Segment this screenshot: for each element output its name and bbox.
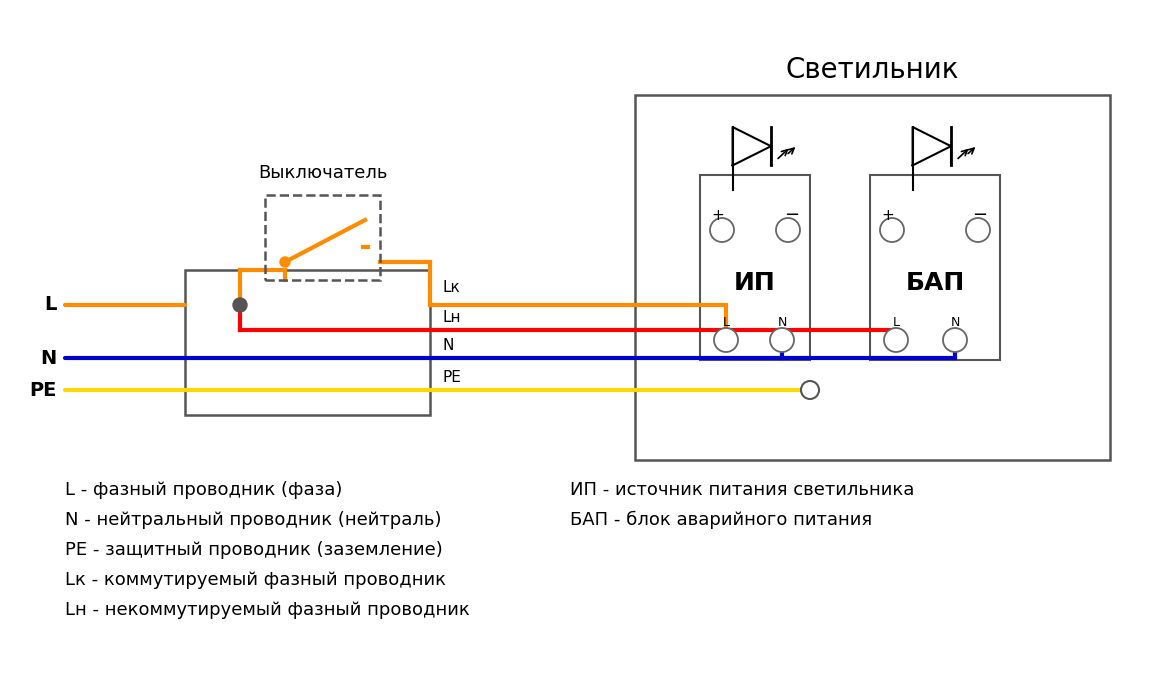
Text: −: − (785, 206, 800, 224)
Circle shape (771, 328, 794, 352)
Text: L: L (892, 315, 899, 328)
Text: БАП: БАП (905, 270, 965, 295)
Text: Lк: Lк (441, 280, 460, 295)
Text: N - нейтральный проводник (нейтраль): N - нейтральный проводник (нейтраль) (66, 511, 441, 529)
Text: L: L (723, 315, 730, 328)
Polygon shape (912, 127, 951, 166)
Text: N: N (951, 315, 960, 328)
Text: +: + (882, 208, 895, 222)
Text: PE: PE (29, 380, 57, 400)
Circle shape (776, 218, 800, 242)
Text: Светильник: Светильник (786, 56, 959, 84)
Text: Lн - некоммутируемый фазный проводник: Lн - некоммутируемый фазный проводник (66, 601, 470, 619)
Circle shape (714, 328, 738, 352)
Text: −: − (972, 206, 987, 224)
Text: ИП - источник питания светильника: ИП - источник питания светильника (570, 481, 915, 499)
Text: Lк - коммутируемый фазный проводник: Lк - коммутируемый фазный проводник (66, 571, 446, 589)
Bar (185, 270, 430, 415)
Text: PE: PE (441, 370, 461, 385)
Text: N: N (778, 315, 787, 328)
Text: PE - защитный проводник (заземление): PE - защитный проводник (заземление) (66, 541, 443, 559)
Text: БАП - блок аварийного питания: БАП - блок аварийного питания (570, 511, 872, 529)
Text: N: N (41, 348, 57, 368)
Circle shape (801, 381, 819, 399)
Bar (870, 175, 1000, 360)
Circle shape (710, 218, 734, 242)
Text: Выключатель: Выключатель (258, 164, 388, 182)
Text: N: N (441, 338, 453, 353)
Text: L: L (44, 295, 57, 315)
Polygon shape (733, 127, 771, 166)
Text: +: + (712, 208, 725, 222)
Circle shape (879, 218, 904, 242)
Circle shape (884, 328, 908, 352)
Circle shape (966, 218, 989, 242)
Circle shape (280, 257, 290, 267)
Circle shape (943, 328, 967, 352)
Bar (265, 195, 381, 280)
Text: ИП: ИП (734, 270, 776, 295)
Bar (700, 175, 810, 360)
Text: Lн: Lн (441, 310, 460, 325)
Text: L - фазный проводник (фаза): L - фазный проводник (фаза) (66, 481, 342, 499)
Bar (635, 95, 1110, 460)
Circle shape (233, 298, 247, 312)
